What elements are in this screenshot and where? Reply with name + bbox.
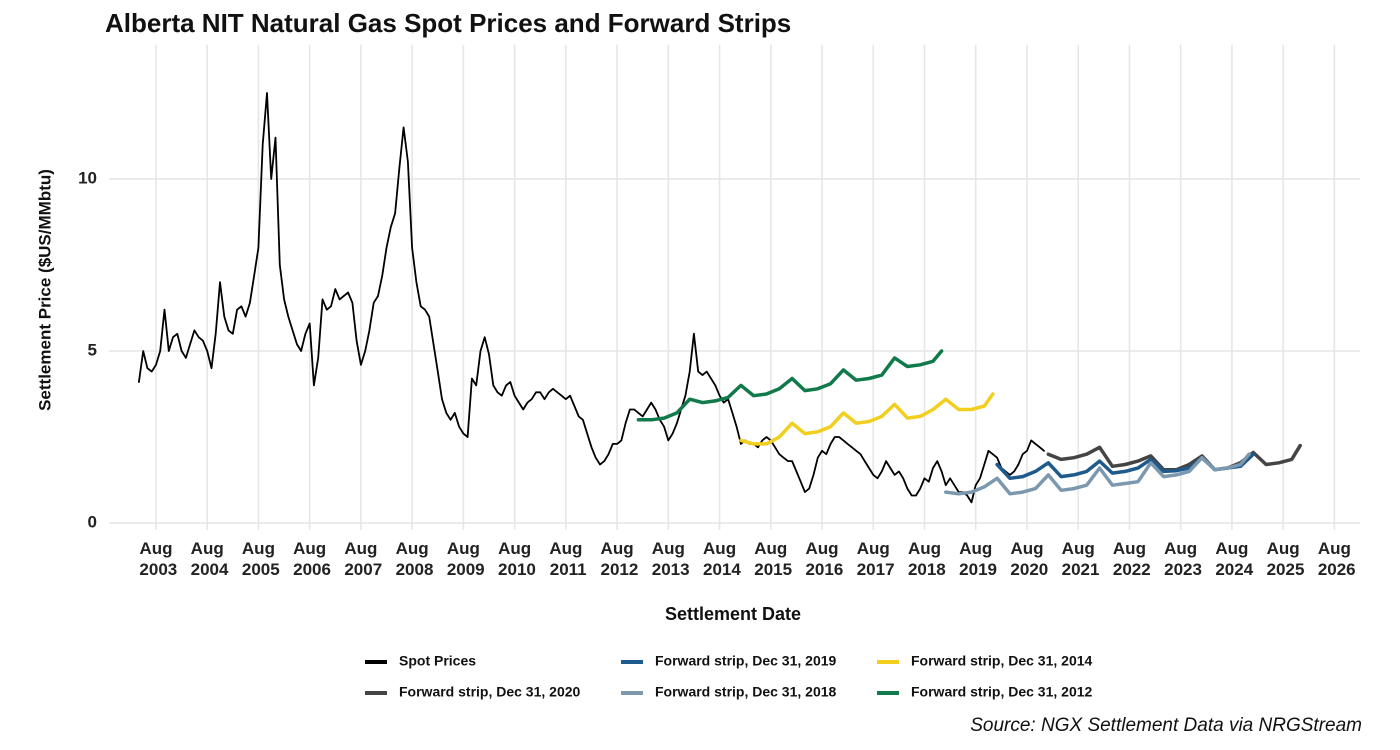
series-line xyxy=(636,349,944,422)
x-tick-label: Aug 2021 xyxy=(1057,539,1100,579)
x-tick-label: Aug 2019 xyxy=(954,539,997,579)
legend-label: Spot Prices xyxy=(399,653,476,669)
x-tick-label: Aug 2023 xyxy=(1159,539,1202,579)
x-tick-label: Aug 2009 xyxy=(442,539,485,579)
y-tick-label: 10 xyxy=(78,168,97,187)
x-tick-label: Aug 2017 xyxy=(852,539,895,579)
y-axis-label: Settlement Price ($US/MMbtu) xyxy=(35,169,54,411)
x-tick-label: Aug 2026 xyxy=(1313,539,1356,579)
x-tick-label: Aug 2024 xyxy=(1211,539,1254,579)
series-line xyxy=(944,452,1251,496)
legend-label: Forward strip, Dec 31, 2019 xyxy=(655,653,837,669)
x-tick-label: Aug 2008 xyxy=(391,539,434,579)
plot-lines xyxy=(138,92,1302,504)
legend-label: Forward strip, Dec 31, 2018 xyxy=(655,684,837,700)
chart-title: Alberta NIT Natural Gas Spot Prices and … xyxy=(105,8,791,38)
legend: Spot Prices Forward strip, Dec 31, 2020 Fo… xyxy=(365,653,1093,700)
x-tick-label: Aug 2010 xyxy=(493,539,536,579)
x-tick-label: Aug 2013 xyxy=(647,539,690,579)
legend-label: Forward strip, Dec 31, 2014 xyxy=(911,653,1093,669)
x-axis-label: Settlement Date xyxy=(665,604,801,624)
x-tick-label: Aug 2018 xyxy=(903,539,946,579)
x-tick-label: Aug 2007 xyxy=(340,539,383,579)
legend-label: Forward strip, Dec 31, 2012 xyxy=(911,684,1093,700)
series-line xyxy=(739,392,995,446)
caption: Source: NGX Settlement Data via NRGStrea… xyxy=(970,715,1362,736)
series-line xyxy=(1046,443,1302,472)
x-tick-label: Aug 2005 xyxy=(237,539,280,579)
x-tick-label: Aug 2011 xyxy=(545,539,587,579)
x-tick-label: Aug 2004 xyxy=(186,539,229,579)
y-tick-label: 0 xyxy=(88,513,97,532)
y-tick-label: 5 xyxy=(88,340,97,359)
x-tick-label: Aug 2025 xyxy=(1262,539,1305,579)
x-tick-label: Aug 2016 xyxy=(801,539,844,579)
legend-label: Forward strip, Dec 31, 2020 xyxy=(399,684,581,700)
x-tick-label: Aug 2015 xyxy=(750,539,793,579)
x-tick-label: Aug 2020 xyxy=(1006,539,1049,579)
x-tick-label: Aug 2014 xyxy=(698,539,741,579)
x-tick-label: Aug 2022 xyxy=(1108,539,1151,579)
series-line xyxy=(138,92,1045,504)
x-tick-label: Aug 2003 xyxy=(135,539,178,579)
x-tick-label: Aug 2006 xyxy=(288,539,331,579)
x-tick-label: Aug 2012 xyxy=(596,539,639,579)
